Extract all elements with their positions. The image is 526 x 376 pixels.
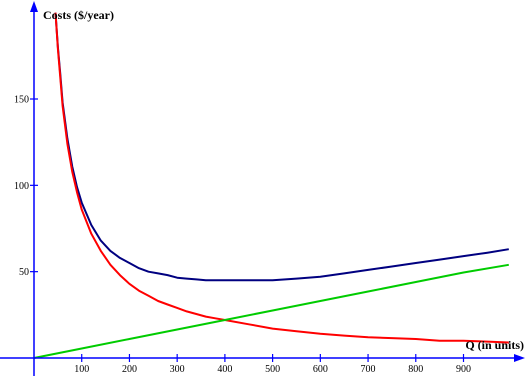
x-tick-label: 500	[265, 364, 280, 375]
y-tick-label: 100	[14, 181, 29, 192]
curves-layer	[33, 12, 509, 359]
x-tick-label: 600	[313, 364, 328, 375]
x-tick-label: 200	[122, 364, 137, 375]
y-axis-arrow	[30, 1, 38, 12]
x-axis-arrow	[514, 354, 525, 362]
x-tick-label: 700	[361, 364, 376, 375]
x-tick-label: 800	[408, 364, 423, 375]
y-tick-label: 150	[14, 95, 29, 106]
x-tick-label: 100	[74, 364, 89, 375]
ticks-layer: 100 200 300 400 500 600 700 800 900 50 100 150	[14, 95, 471, 376]
series-line-2	[54, 12, 509, 344]
x-tick-label: 400	[217, 364, 232, 375]
x-tick-label: 900	[456, 364, 471, 375]
y-axis-title: Costs ($/year)	[43, 8, 114, 22]
y-tick-label: 50	[19, 267, 29, 278]
x-tick-label: 300	[170, 364, 185, 375]
x-axis-title: Q (in units)	[465, 338, 524, 352]
series-line-3	[33, 263, 509, 359]
series-line-1	[54, 12, 509, 282]
